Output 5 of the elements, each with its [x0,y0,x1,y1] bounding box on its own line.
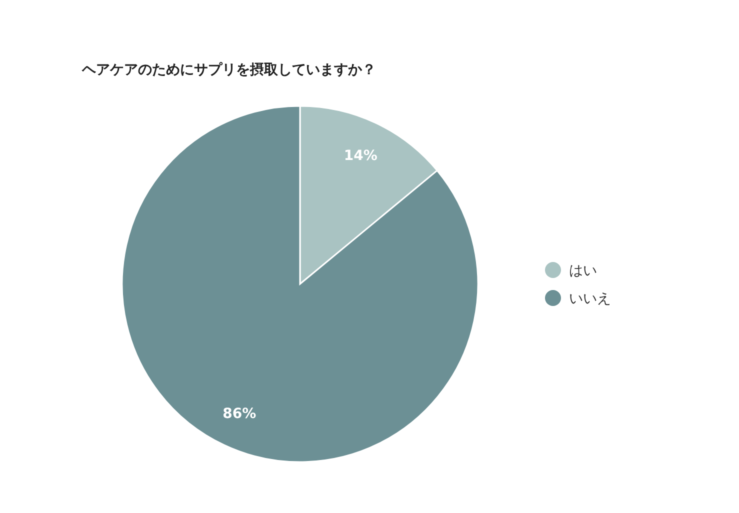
chart-title: ヘアケアのためにサプリを摂取していますか？ [81,61,376,78]
data-label: 86% [222,406,256,422]
data-label: 14% [344,148,378,164]
legend-label: いいえ [569,291,611,307]
legend-label: はい [569,263,597,279]
